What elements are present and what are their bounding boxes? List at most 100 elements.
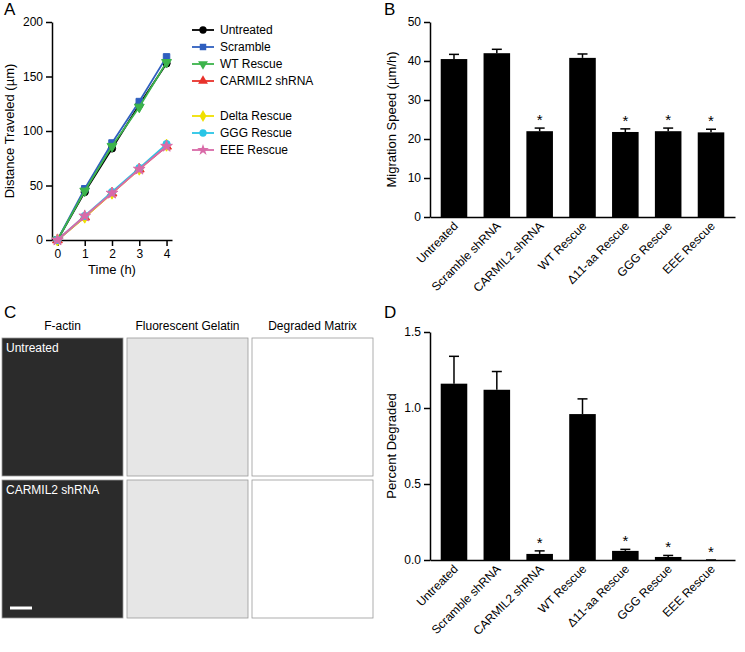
y-axis: 0 50 100 150 200 [23, 15, 53, 247]
tick: 0.0 [404, 553, 430, 567]
significance-mark: * [708, 112, 714, 129]
tick-label: 2 [109, 247, 116, 261]
scale-bar [10, 607, 32, 610]
bar [569, 414, 596, 560]
tick: EEE Rescue [660, 562, 718, 620]
tick: 0.5 [404, 477, 430, 491]
error-stem [582, 399, 584, 414]
tick-mark [84, 240, 86, 246]
legend-symbol [197, 144, 209, 155]
bar [655, 557, 682, 560]
marker [80, 188, 90, 197]
significance-mark: * [665, 111, 671, 128]
error-bar [706, 129, 716, 132]
tick-mark [424, 408, 430, 410]
bar [526, 131, 553, 217]
tick-mark [112, 240, 114, 246]
column-header: Fluorescent Gelatin [135, 319, 239, 333]
micrograph [252, 338, 373, 476]
series-line [57, 146, 166, 240]
error-bar [663, 128, 673, 131]
error-cap [449, 54, 459, 56]
tick: 1.0 [404, 401, 430, 415]
tick: 50 [408, 15, 430, 29]
x-axis: UntreatedScramble shRNACARMIL2 shRNAWT R… [414, 218, 736, 295]
x-axis-line [431, 560, 736, 562]
y-axis-title: Migration Speed (µm/h) [384, 51, 399, 187]
error-bar [620, 129, 630, 132]
tick: 200 [23, 15, 52, 29]
tick-label: 1.5 [404, 325, 421, 339]
tick-label: EEE Rescue [660, 562, 718, 620]
micrograph [127, 480, 248, 618]
y-axis: 01020304050 [408, 15, 431, 224]
legend-label: EEE Rescue [220, 143, 288, 157]
micrograph [2, 480, 123, 618]
bar [612, 132, 639, 217]
tick-label: 1.0 [404, 401, 421, 415]
legend-label: Scramble [220, 40, 271, 54]
micrograph [127, 338, 248, 476]
tick-mark [424, 484, 430, 486]
tick: 1.5 [404, 325, 430, 339]
significance-mark: * [622, 532, 628, 549]
legend-symbol [200, 44, 206, 50]
tick: CARMIL2 shRNA [471, 219, 547, 295]
tick-mark [424, 100, 430, 102]
tick-label: CARMIL2 shRNA [471, 562, 547, 638]
error-cap [492, 49, 502, 51]
panel-label: B [384, 0, 395, 19]
y-axis-title: Percent Degraded [384, 393, 399, 499]
tick-label: CARMIL2 shRNA [471, 219, 547, 295]
error-bar [620, 549, 630, 551]
legend-symbol [199, 129, 206, 136]
tick-label: 150 [23, 70, 43, 84]
tick-mark [46, 76, 52, 78]
tick-mark [424, 139, 430, 141]
error-bar [492, 372, 502, 390]
tick-mark [46, 131, 52, 133]
micrograph [2, 338, 123, 476]
tick: 4 [164, 240, 171, 261]
y-axis: 0.0 0.5 1.0 1.5 [404, 325, 430, 567]
tick-label: 0 [36, 233, 43, 247]
x-axis: 01234 [53, 240, 173, 261]
legend-symbol [198, 61, 208, 70]
bar [569, 58, 596, 217]
tick: CARMIL2 shRNA [471, 562, 547, 638]
error-cap [492, 371, 502, 373]
y-axis-title: Distance Traveled (µm) [2, 64, 17, 199]
image-grid: F-actinFluorescent GelatinDegraded Matri… [2, 319, 373, 618]
bar [441, 59, 468, 217]
x-axis-title: Time (h) [88, 262, 136, 277]
error-stem [496, 372, 498, 390]
panel-label: A [4, 0, 16, 19]
column-header: Degraded Matrix [268, 319, 357, 333]
row-label: Untreated [6, 341, 59, 355]
y-axis-line [430, 333, 432, 561]
error-bar [578, 399, 588, 414]
bar [698, 132, 725, 217]
significance-mark: * [622, 112, 628, 129]
tick-mark [424, 332, 430, 334]
bar [655, 131, 682, 217]
tick: 50 [30, 179, 52, 193]
tick-mark [139, 240, 141, 246]
tick: 1 [82, 240, 89, 261]
tick-label: 100 [23, 124, 43, 138]
x-axis: UntreatedScramble shRNACARMIL2 shRNAWT R… [414, 561, 736, 638]
marker [161, 140, 173, 151]
series-line [57, 62, 166, 240]
tick: 30 [408, 93, 430, 107]
tick-mark [424, 217, 430, 219]
tick: 40 [408, 54, 430, 68]
tick-label: 0.0 [404, 553, 421, 567]
legend-label: Delta Rescue [220, 109, 292, 123]
significance-mark: * [537, 534, 543, 551]
marker [79, 210, 91, 221]
tick-label: 0.5 [404, 477, 421, 491]
error-bar [535, 128, 545, 131]
marker [134, 104, 144, 113]
error-bar [578, 54, 588, 58]
legend-symbol [200, 110, 207, 122]
